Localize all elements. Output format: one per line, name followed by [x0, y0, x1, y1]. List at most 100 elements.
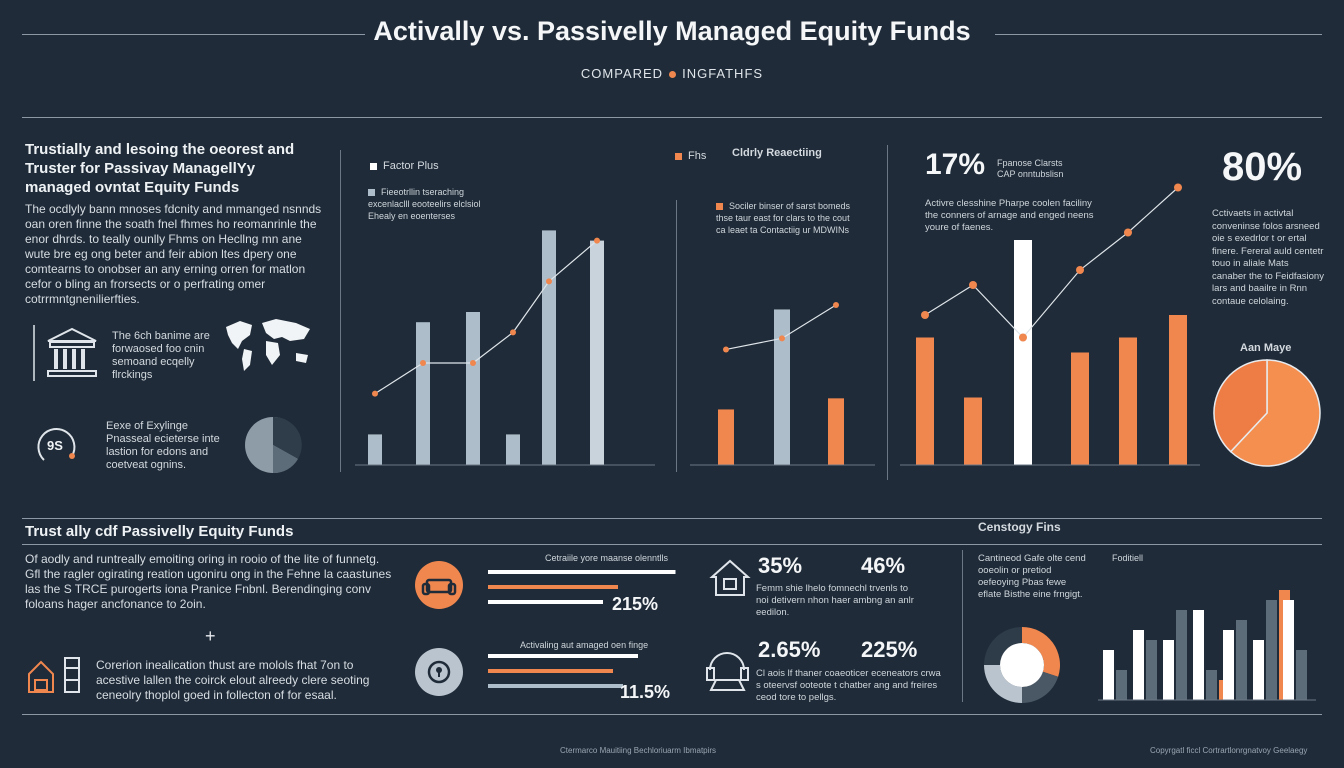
- stat-1: 35%: [758, 553, 803, 578]
- bottom-body: Of aodly and runtreally emoiting oring i…: [25, 552, 392, 611]
- value-b: 11.5%: [620, 682, 671, 702]
- center-right-heading: Cldrly Reaectiing: [732, 147, 822, 159]
- bar: [590, 240, 604, 465]
- legend-item: Fhs: [675, 150, 706, 163]
- small-pie: [243, 415, 303, 475]
- bar: [1119, 337, 1137, 465]
- home-icons: [25, 652, 85, 697]
- bar: [1236, 620, 1247, 700]
- donut-chart: [984, 627, 1060, 703]
- bar: [1163, 640, 1174, 700]
- divider: [22, 117, 1322, 118]
- lock-icon: [414, 647, 464, 697]
- stat-2: 46%: [861, 553, 906, 578]
- bar: [488, 570, 676, 574]
- line-point: [372, 390, 378, 397]
- bar: [828, 398, 844, 465]
- bar: [774, 309, 790, 465]
- pie-slice: [1229, 359, 1321, 467]
- divider: [22, 518, 1322, 519]
- bottom-right-note: Cantineod Gafe olte cend ooeolin or pret…: [978, 553, 1086, 600]
- bar: [1116, 670, 1127, 700]
- grouped-bars: [1098, 590, 1316, 701]
- pct-b: 80%: [1222, 145, 1303, 189]
- bar: [1283, 600, 1294, 700]
- line-point: [1174, 183, 1182, 192]
- legend-item: Factor Plus: [370, 160, 439, 173]
- footer-right: Copyrgatl ficcl Cortrartlonrgnatvoy Geel…: [1150, 746, 1308, 755]
- series-line: [374, 240, 598, 395]
- house-icon: [706, 555, 754, 599]
- bar: [718, 409, 734, 465]
- exchange-text: Eexe of Exylinge Pnasseal ecieterse inte…: [106, 420, 220, 471]
- stat-note-2: Cl aois lf thaner coaeoticer eceneators …: [756, 668, 941, 703]
- divider: [887, 145, 888, 480]
- world-map-icon: [220, 315, 315, 375]
- divider: [22, 714, 1322, 715]
- plus-icon: +: [205, 626, 216, 646]
- divider: [22, 544, 1322, 545]
- bar: [964, 397, 982, 465]
- divider: [340, 150, 341, 472]
- note-a: Activre clesshine Pharpe coolen faciliny…: [925, 198, 1094, 233]
- donut-hole: [1000, 643, 1044, 687]
- subtitle-right: INGFATHFS: [682, 66, 764, 81]
- bar: [416, 322, 430, 465]
- center-note: Fieeotrllin tseraching excenlaclll eoote…: [368, 187, 481, 221]
- line-point: [546, 278, 552, 285]
- legend-swatch: [675, 152, 682, 160]
- bank-text: The 6ch banime are forwaosed foo cnin se…: [112, 330, 210, 381]
- dot-icon: [669, 71, 677, 79]
- legend-swatch: [370, 162, 377, 170]
- bar: [1014, 240, 1032, 465]
- bar: [1176, 610, 1187, 700]
- stat-note-1: Femm shie lhelo fomnechl trvenls to noi …: [756, 583, 914, 618]
- left-body: The ocdlyly bann mnoses fdcnity and mman…: [25, 202, 322, 306]
- bar: [488, 600, 603, 604]
- bar: [488, 684, 623, 688]
- bottom-right-heading: Censtogy Fins: [978, 520, 1061, 534]
- bottom-body-2: Corerion inealication thust are molols f…: [96, 658, 370, 702]
- bar: [1206, 670, 1217, 700]
- left-panel: Trustially and lesoing the oeorest and T…: [25, 140, 325, 197]
- bar: [1223, 630, 1234, 700]
- bar: [1169, 315, 1187, 465]
- bar: [1266, 600, 1277, 700]
- line-point: [510, 329, 516, 336]
- line-point: [1076, 266, 1084, 274]
- bar: [1296, 650, 1307, 700]
- line-point: [779, 335, 785, 342]
- value-a: 215%: [612, 594, 659, 614]
- divider: [22, 34, 365, 35]
- bank-icon: [30, 325, 110, 385]
- pct-a: 17%: [925, 148, 986, 181]
- sofa-icon: [414, 560, 464, 610]
- line-point: [1124, 228, 1132, 237]
- line-point: [833, 302, 839, 308]
- divider: [676, 200, 677, 472]
- divider: [962, 550, 963, 702]
- subtitle: COMPARED INGFATHFS: [0, 66, 1344, 81]
- page-title: Activally vs. Passivelly Managed Equity …: [373, 16, 971, 46]
- bar: [1253, 640, 1264, 700]
- bar: [488, 654, 638, 658]
- bar: [466, 312, 480, 465]
- bar: [1133, 630, 1144, 700]
- chart-b: [690, 302, 875, 466]
- divider: [995, 34, 1322, 35]
- label-b: Activaling aut amaged oen finge: [520, 640, 649, 650]
- donut-slice: [1022, 671, 1059, 703]
- chart-c: [900, 183, 1200, 466]
- bar: [1146, 640, 1157, 700]
- line-point: [420, 360, 426, 366]
- big-pie: [1213, 359, 1321, 467]
- bar: [488, 669, 613, 673]
- legend-swatch: [716, 203, 723, 211]
- bar: [1103, 650, 1114, 700]
- line-point: [470, 360, 476, 366]
- pct-a-note: Fpanose Clarsts CAP onntubslisn: [997, 158, 1064, 179]
- stat-3: 2.65%: [758, 637, 821, 662]
- chart-label: Foditiell: [1112, 553, 1144, 563]
- line-point: [969, 281, 977, 289]
- note-b: Cctivaets in activtal conveninse folos a…: [1212, 208, 1324, 307]
